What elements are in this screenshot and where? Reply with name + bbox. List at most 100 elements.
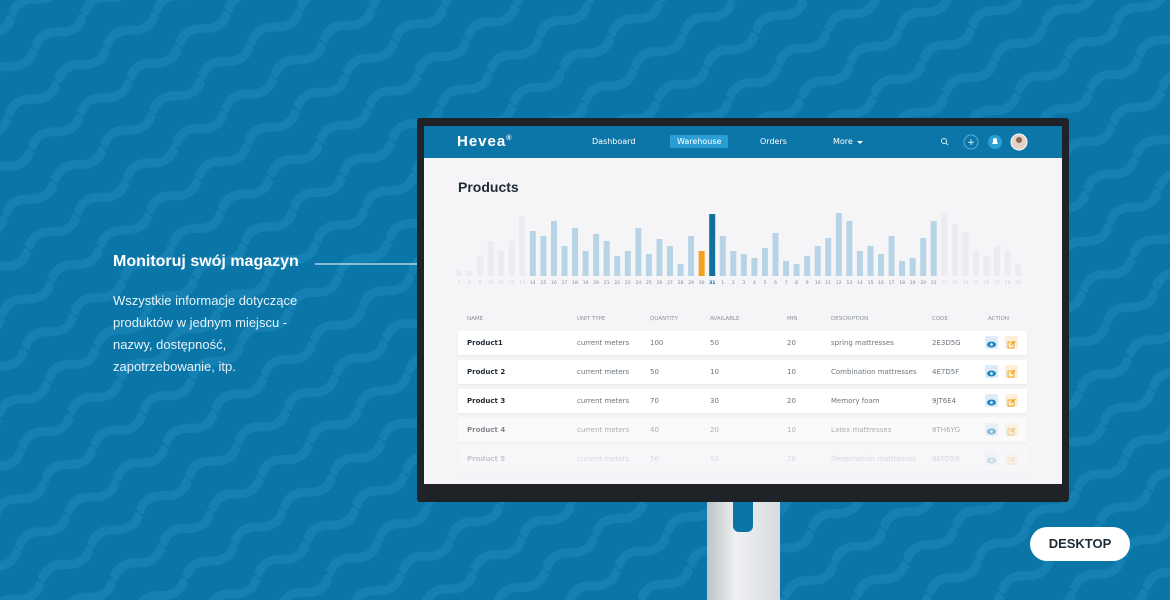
- x-tick-label: 9: [479, 280, 482, 286]
- table-cell: 10: [787, 368, 796, 376]
- x-tick-label: 26: [984, 280, 990, 286]
- x-tick-label: 7: [785, 280, 788, 286]
- edit-button[interactable]: [1005, 336, 1018, 349]
- table-cell: 8TH6YG: [932, 426, 961, 434]
- view-button[interactable]: [985, 394, 998, 407]
- svg-text:+: +: [967, 138, 975, 148]
- x-tick-label: 2: [732, 280, 735, 286]
- table-row: Product 4 current meters 40 20 10 Latex mattr…: [458, 418, 1027, 442]
- table-cell: current meters: [577, 397, 630, 405]
- bar: [561, 246, 568, 276]
- bar: [804, 256, 811, 276]
- feature-title: Monitoruj swój magazyn: [113, 253, 299, 270]
- column-header: MIN: [787, 316, 798, 322]
- bar: [519, 216, 526, 276]
- x-tick-label: 6: [774, 280, 777, 286]
- bar: [645, 254, 652, 276]
- view-button[interactable]: [985, 423, 998, 436]
- x-tick-label: 11: [825, 280, 831, 286]
- nav-item[interactable]: Orders: [760, 137, 787, 146]
- bar: [730, 251, 737, 276]
- brand-mark: ®: [506, 135, 513, 142]
- x-tick-label: 8: [795, 280, 798, 286]
- x-tick-label: 7: [458, 280, 461, 286]
- x-tick-label: 27: [994, 280, 1000, 286]
- x-tick-label: 14: [530, 280, 536, 286]
- eye-icon: [987, 399, 996, 406]
- bar: [529, 231, 536, 276]
- badge: DESKTOP: [1030, 527, 1130, 561]
- nav-item-active[interactable]: Warehouse: [670, 135, 729, 148]
- edit-button[interactable]: [1005, 365, 1018, 378]
- table-cell: 20: [787, 397, 796, 405]
- nav-icons[interactable]: +: [939, 133, 1039, 151]
- x-tick-label: 3: [742, 280, 745, 286]
- table-cell: Combination mattresses: [831, 368, 917, 376]
- table-cell: 10: [710, 368, 719, 376]
- x-tick-label: 22: [941, 280, 947, 286]
- edit-button[interactable]: [1005, 452, 1018, 465]
- view-button[interactable]: [985, 336, 998, 349]
- x-tick-label: 22: [614, 280, 620, 286]
- bar: [962, 232, 969, 276]
- brand-name: Hevea: [457, 133, 507, 150]
- bar: [783, 261, 790, 276]
- bar: [846, 221, 853, 276]
- x-tick-label: 20: [920, 280, 926, 286]
- x-tick-label: 24: [635, 280, 641, 286]
- bar: [624, 251, 631, 276]
- x-tick-label: 21: [931, 280, 937, 286]
- bar: [498, 251, 505, 276]
- column-header: UNIT TYPE: [577, 316, 606, 322]
- view-button[interactable]: [985, 365, 998, 378]
- x-tick-label: 25: [646, 280, 652, 286]
- edit-icon: [1007, 427, 1016, 436]
- table-cell: 40: [650, 426, 659, 434]
- nav-item[interactable]: Dashboard: [592, 137, 636, 146]
- chart: 7 8 9 10 11 12 13 14 15 16 17 18 19 20 21 22 23 24 25 26 27 2…: [456, 213, 1022, 286]
- bar: [930, 221, 937, 276]
- bar: [994, 246, 1001, 276]
- table: NAME UNIT TYPE QUANTITY AVAILABLE MIN DESCRIP…: [424, 126, 1062, 484]
- column-header: CODE: [932, 316, 948, 322]
- x-tick-label: 15: [541, 280, 547, 286]
- x-tick-label: 31: [709, 280, 715, 286]
- description-line: Wszystkie informacje dotyczące: [113, 293, 298, 308]
- nav-item[interactable]: More: [833, 137, 853, 146]
- column-header: NAME: [467, 316, 484, 322]
- x-tick-label: 28: [1005, 280, 1011, 286]
- bar: [972, 251, 979, 276]
- table-cell: Product 4: [467, 426, 506, 434]
- bar: [941, 213, 948, 276]
- eye-icon: [987, 370, 996, 377]
- table-cell: 4E7D5F: [932, 368, 960, 376]
- x-tick-label: 10: [815, 280, 821, 286]
- bar: [878, 254, 884, 276]
- bar: [456, 270, 462, 276]
- table-cell: Latex mattresses: [831, 426, 892, 434]
- view-button[interactable]: [985, 452, 998, 465]
- table-cell: 70: [650, 397, 659, 405]
- page-title: Products: [458, 179, 519, 195]
- x-tick-label: 19: [583, 280, 589, 286]
- x-tick-label: 11: [498, 280, 504, 286]
- x-tick-label: 12: [509, 280, 515, 286]
- table-cell: Product 3: [467, 397, 506, 405]
- x-tick-label: 12: [836, 280, 842, 286]
- edit-button[interactable]: [1005, 394, 1018, 407]
- x-tick-label: 17: [889, 280, 895, 286]
- table-cell: current meters: [577, 455, 630, 463]
- table-cell: 30: [710, 397, 719, 405]
- x-tick-label: 20: [593, 280, 599, 286]
- x-tick-label: 30: [699, 280, 705, 286]
- x-tick-label: 28: [678, 280, 684, 286]
- table-cell: 9JT6E4: [932, 397, 957, 405]
- bar: [983, 256, 990, 276]
- table-row: Product 3 current meters 70 30 20 Memory foam…: [458, 389, 1027, 413]
- brand[interactable]: Hevea®: [457, 133, 512, 150]
- edit-button[interactable]: [1005, 423, 1018, 436]
- bar: [867, 246, 874, 276]
- bar: [888, 236, 895, 276]
- x-tick-label: 25: [973, 280, 979, 286]
- stand-hole: [733, 500, 753, 532]
